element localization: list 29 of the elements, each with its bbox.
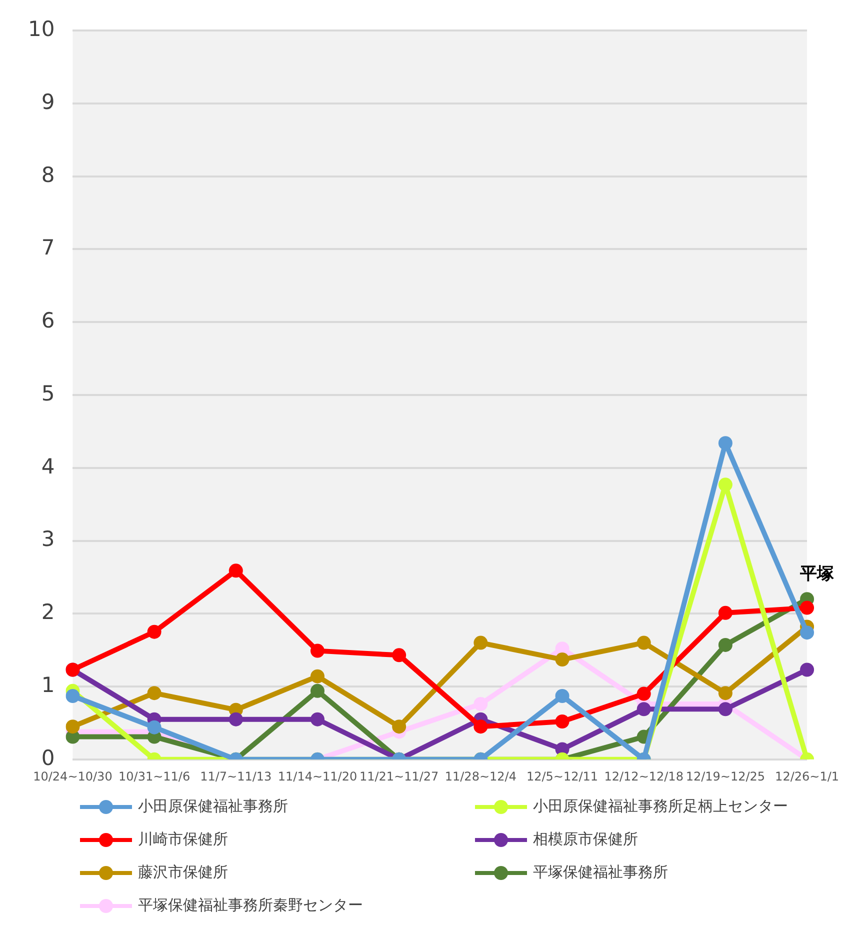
x-tick-label: 11/21~11/27: [359, 770, 439, 784]
y-tick-label: 3: [41, 527, 55, 552]
y-tick-label: 4: [41, 454, 55, 478]
x-tick-label: 11/7~11/13: [200, 770, 272, 784]
x-tick-label: 12/19~12/25: [686, 770, 766, 784]
y-tick-label: 5: [41, 381, 55, 406]
x-tick-label: 12/12~12/18: [604, 770, 684, 784]
y-tick-label: 8: [41, 162, 55, 187]
x-tick-label: 11/14~11/20: [278, 770, 358, 784]
y-tick-label: 9: [41, 90, 55, 114]
x-tick-label: 10/24~10/30: [33, 770, 112, 784]
y-tick-label: 1: [41, 672, 55, 697]
legend-label: 平塚保健福祉事務所: [533, 863, 668, 882]
legend-label: 平塚保健福祉事務所秦野センター: [138, 896, 363, 915]
legend-label: 小田原保健福祉事務所足柄上センター: [533, 797, 788, 816]
x-tick-label: 12/26~1/1: [775, 770, 839, 784]
y-tick-label: 0: [41, 746, 55, 770]
legend-label: 小田原保健福祉事務所: [138, 797, 288, 816]
y-tick-label: 7: [41, 236, 55, 260]
annotation: 平塚: [799, 564, 836, 584]
y-tick-label: 6: [41, 308, 55, 333]
y-tick-label: 10: [28, 17, 55, 42]
legend-label: 相模原市保健所: [533, 830, 638, 849]
x-tick-label: 10/31~11/6: [118, 770, 190, 784]
y-tick-label: 2: [41, 600, 55, 624]
x-tick-label: 11/28~12/4: [444, 770, 516, 784]
x-tick-label: 12/5~12/11: [526, 770, 598, 784]
legend-label: 藤沢市保健所: [138, 863, 228, 882]
legend-label: 川崎市保健所: [138, 830, 228, 849]
